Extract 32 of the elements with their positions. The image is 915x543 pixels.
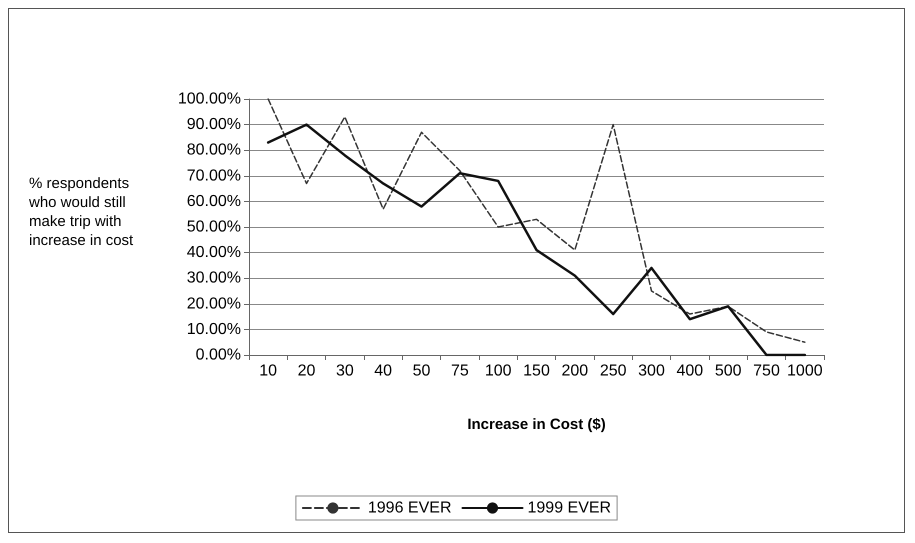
y-tick-label: 40.00% bbox=[186, 244, 241, 262]
x-tick-label: 150 bbox=[523, 362, 550, 380]
x-tick-label: 40 bbox=[374, 362, 392, 380]
y-tick-label: 10.00% bbox=[186, 320, 241, 338]
line-series bbox=[266, 123, 806, 356]
x-tick-label: 250 bbox=[600, 362, 627, 380]
y-tick-label: 60.00% bbox=[186, 192, 241, 210]
x-tick-label: 100 bbox=[484, 362, 512, 380]
x-tick-label: 500 bbox=[714, 362, 742, 380]
x-tick-label: 300 bbox=[638, 362, 665, 380]
y-tick-label: 100.00% bbox=[178, 90, 241, 108]
x-tick-label: 400 bbox=[676, 362, 704, 380]
y-axis-title: % respondents who would still make trip with increase in cost bbox=[28, 175, 134, 249]
x-tick-label: 75 bbox=[450, 362, 469, 380]
legend-label: 1996 EVER bbox=[368, 500, 452, 516]
x-tick-label: 10 bbox=[259, 362, 278, 380]
x-tick-label: 20 bbox=[298, 362, 316, 380]
x-tick-label: 1000 bbox=[787, 362, 823, 380]
y-tick-label: 0.00% bbox=[196, 346, 241, 364]
y-tick-label: 70.00% bbox=[186, 167, 241, 184]
x-tick-label: 750 bbox=[753, 362, 780, 380]
y-tick-label: 50.00% bbox=[186, 218, 241, 236]
y-tick-label: 30.00% bbox=[186, 270, 241, 287]
x-tick-label: 50 bbox=[412, 362, 430, 380]
y-tick-label: 20.00% bbox=[186, 295, 241, 312]
y-tick-label: 80.00% bbox=[186, 142, 241, 159]
x-tick-label: 30 bbox=[336, 362, 354, 380]
x-tick-label: 200 bbox=[561, 362, 588, 380]
y-tick-label: 90.00% bbox=[186, 116, 241, 134]
x-axis-title: Increase in Cost ($) bbox=[467, 416, 606, 433]
line-series bbox=[267, 98, 806, 343]
legend-label: 1999 EVER bbox=[528, 500, 612, 516]
